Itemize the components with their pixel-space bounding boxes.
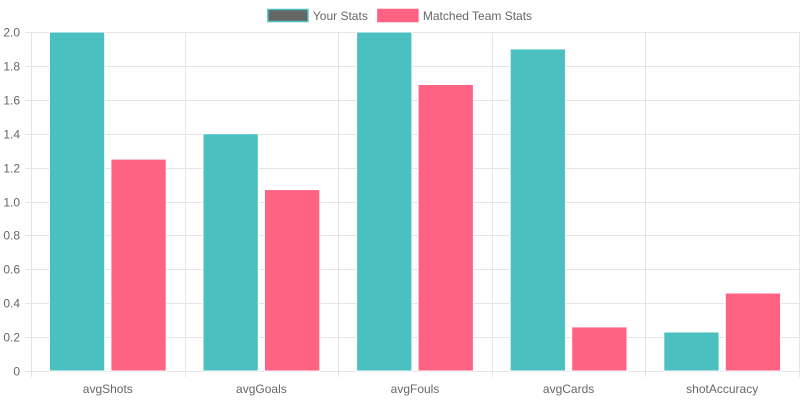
bar-your-stats-shotaccuracy[interactable] <box>663 331 720 372</box>
y-tick-label: 1.2 <box>3 162 20 176</box>
x-axis: avgShots avgGoals avgFouls avgCards shotAccu… <box>83 382 758 396</box>
x-tick-label: avgGoals <box>236 382 287 396</box>
bar-matched-team-stats-avggoals[interactable] <box>264 189 321 372</box>
y-tick-label: 0 <box>13 365 20 379</box>
bar-your-stats-avggoals[interactable] <box>202 133 259 372</box>
y-tick-label: 1.8 <box>3 60 20 74</box>
legend: Your Stats Matched Team Stats <box>267 8 532 23</box>
y-tick-label: 1.4 <box>3 128 20 142</box>
bar-matched-team-stats-avgcards[interactable] <box>571 326 628 372</box>
legend-swatch[interactable] <box>267 8 309 23</box>
bar-matched-team-stats-avgshots[interactable] <box>110 158 167 372</box>
bar-your-stats-avgcards[interactable] <box>509 48 567 372</box>
y-axis: 0 0.2 0.4 0.6 0.8 1.0 1.2 1.4 1.6 1.8 2.0 <box>3 26 20 379</box>
legend-label: Your Stats <box>313 9 368 23</box>
bars <box>48 31 782 372</box>
bar-your-stats-avgshots[interactable] <box>48 31 106 372</box>
bar-matched-team-stats-shotaccuracy[interactable] <box>724 292 782 372</box>
x-tick-label: avgFouls <box>391 382 440 396</box>
y-tick-label: 1.6 <box>3 94 20 108</box>
legend-swatch[interactable] <box>377 8 419 23</box>
bar-matched-team-stats-avgfouls[interactable] <box>417 84 474 372</box>
y-tick-label: 0.6 <box>3 263 20 277</box>
x-tick-label: avgShots <box>83 382 133 396</box>
y-tick-label: 1.0 <box>3 196 20 210</box>
x-tick-label: shotAccuracy <box>686 382 758 396</box>
legend-label: Matched Team Stats <box>423 9 532 23</box>
y-tick-label: 0.8 <box>3 229 20 243</box>
y-tick-label: 0.4 <box>3 297 20 311</box>
y-tick-label: 0.2 <box>3 331 20 345</box>
y-tick-label: 2.0 <box>3 26 20 40</box>
bar-your-stats-avgfouls[interactable] <box>356 31 413 372</box>
x-tick-label: avgCards <box>543 382 594 396</box>
